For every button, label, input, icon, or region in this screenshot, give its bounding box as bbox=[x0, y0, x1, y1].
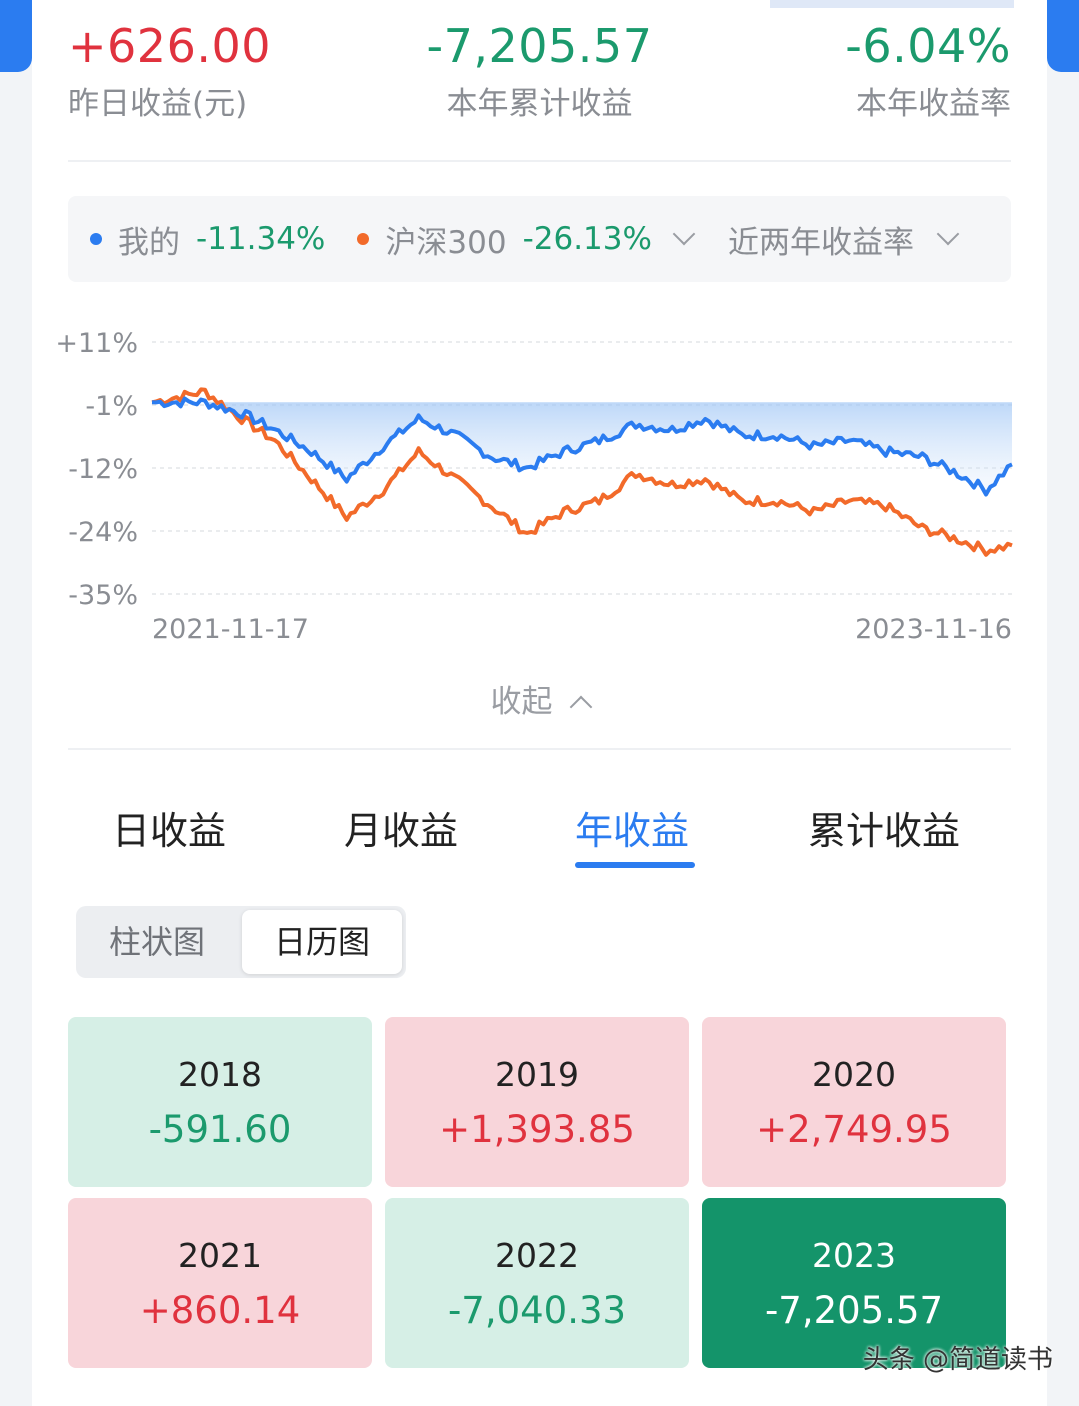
chevron-down-icon bbox=[672, 222, 696, 246]
year-tile-2023[interactable]: 2023 -7,205.57 bbox=[702, 1198, 1006, 1368]
x-tick-label: 2021-11-17 bbox=[152, 614, 309, 645]
y-tick-label: -1% bbox=[85, 391, 138, 422]
mine-series-line bbox=[151, 396, 1013, 497]
year-amount: -7,040.33 bbox=[447, 1289, 627, 1332]
ytd-rate-label: 本年收益率 bbox=[856, 86, 1011, 122]
bar-view-button[interactable]: 柱状图 bbox=[108, 923, 205, 961]
year-tile-2022[interactable]: 2022 -7,040.33 bbox=[385, 1198, 689, 1368]
year-label: 2020 bbox=[812, 1055, 896, 1094]
active-tab-indicator bbox=[575, 862, 695, 868]
legend-mine-name: 我的 bbox=[118, 224, 180, 261]
x-tick-label: 2023-11-16 bbox=[855, 614, 1012, 645]
legend-benchmark-name: 沪深300 bbox=[385, 224, 507, 261]
tab-daily[interactable]: 日收益 bbox=[112, 809, 227, 853]
collapse-label: 收起 bbox=[490, 684, 553, 720]
period-selector[interactable]: 近两年收益率 bbox=[727, 217, 960, 262]
year-label: 2018 bbox=[178, 1055, 262, 1094]
tab-monthly[interactable]: 月收益 bbox=[344, 809, 459, 853]
tab-cumulative[interactable]: 累计收益 bbox=[808, 809, 961, 853]
year-label: 2021 bbox=[178, 1236, 262, 1275]
yesterday-earnings-label: 昨日收益(元) bbox=[68, 86, 248, 122]
year-tile-2018[interactable]: 2018 -591.60 bbox=[68, 1017, 372, 1187]
earnings-tabs: 日收益 月收益 年收益 累计收益 bbox=[68, 800, 1011, 870]
calendar-view-button[interactable]: 日历图 bbox=[242, 910, 402, 974]
yesterday-earnings-value: +626.00 bbox=[68, 19, 271, 73]
legend-mine-value: -11.34% bbox=[196, 221, 326, 257]
year-label: 2022 bbox=[495, 1236, 579, 1275]
ytd-rate: -6.04% 本年收益率 bbox=[845, 18, 1011, 126]
period-label: 近两年收益率 bbox=[727, 224, 914, 261]
legend-mine: 我的 -11.34% bbox=[90, 217, 325, 262]
year-tile-2019[interactable]: 2019 +1,393.85 bbox=[385, 1017, 689, 1187]
divider bbox=[68, 748, 1011, 750]
blue-dot-icon bbox=[90, 233, 102, 245]
benchmark-series-line bbox=[151, 387, 1013, 557]
tab-yearly[interactable]: 年收益 bbox=[575, 809, 690, 853]
year-amount: +860.14 bbox=[139, 1289, 301, 1332]
year-amount: -7,205.57 bbox=[764, 1289, 944, 1332]
year-label: 2019 bbox=[495, 1055, 579, 1094]
year-amount: -591.60 bbox=[148, 1108, 292, 1151]
y-tick-label: -24% bbox=[68, 517, 138, 548]
divider bbox=[68, 160, 1011, 162]
ytd-earnings-value: -7,205.57 bbox=[426, 19, 653, 73]
orange-dot-icon bbox=[357, 233, 370, 245]
chevron-up-icon bbox=[569, 695, 592, 718]
y-tick-label: -12% bbox=[68, 454, 138, 485]
year-label: 2023 bbox=[812, 1236, 896, 1275]
return-comparison-chart: +11% -1% -12% -24% -35% 2021-11-17 2023-11-16 bbox=[55, 328, 1013, 645]
yesterday-earnings: +626.00 昨日收益(元) bbox=[68, 18, 271, 126]
year-amount: +1,393.85 bbox=[439, 1108, 635, 1151]
legend-benchmark-value: -26.13% bbox=[522, 221, 652, 257]
ytd-rate-value: -6.04% bbox=[845, 19, 1011, 73]
year-tile-2021[interactable]: 2021 +860.14 bbox=[68, 1198, 372, 1368]
mine-area-fill bbox=[152, 398, 1012, 495]
year-tile-2020[interactable]: 2020 +2,749.95 bbox=[702, 1017, 1006, 1187]
year-amount: +2,749.95 bbox=[756, 1108, 952, 1151]
watermark: 头条 @简道读书 bbox=[862, 1345, 1053, 1375]
header-accent-right bbox=[1047, 0, 1079, 72]
top-strip bbox=[770, 0, 1014, 8]
ytd-earnings-label: 本年累计收益 bbox=[446, 86, 633, 122]
chart-legend-bar: 我的 -11.34% 沪深300 -26.13% 近两年收益率 bbox=[68, 196, 1011, 282]
view-toggle: 柱状图 日历图 bbox=[76, 906, 406, 978]
chevron-down-icon bbox=[936, 222, 960, 246]
benchmark-selector[interactable]: 沪深300 -26.13% bbox=[357, 217, 696, 262]
earnings-card: +626.00 昨日收益(元) -7,205.57 本年累计收益 -6.04% … bbox=[32, 0, 1047, 1406]
y-tick-label: +11% bbox=[55, 328, 138, 359]
header-accent-left bbox=[0, 0, 32, 72]
collapse-button[interactable]: 收起 bbox=[32, 676, 1047, 721]
y-tick-label: -35% bbox=[68, 580, 138, 611]
ytd-earnings: -7,205.57 本年累计收益 bbox=[382, 18, 697, 126]
